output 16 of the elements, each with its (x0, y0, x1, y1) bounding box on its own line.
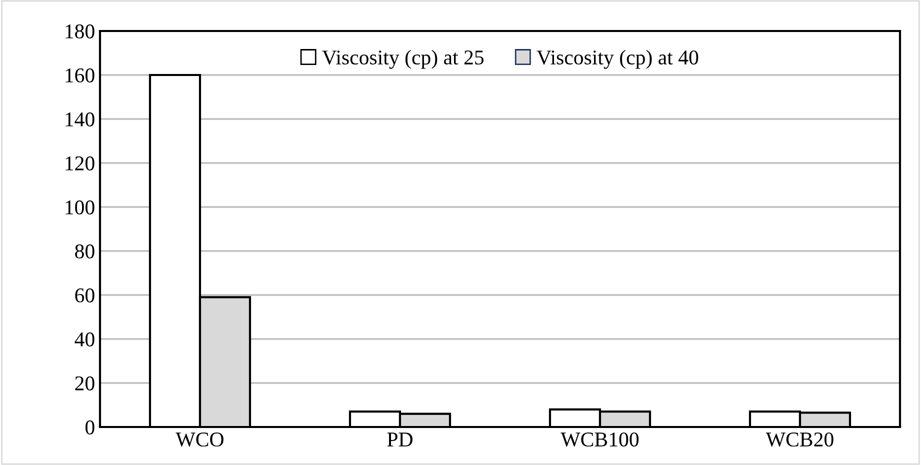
x-tick-label: WCO (176, 432, 224, 447)
y-tick-label: 180 (66, 24, 94, 38)
x-tick-label: WCB100 (560, 432, 639, 447)
y-tick-label: 160 (66, 68, 94, 82)
legend-label: Viscosity (cp) at 40 (536, 50, 698, 69)
y-tick-label: 120 (66, 156, 94, 170)
legend-label: Viscosity (cp) at 25 (322, 50, 484, 69)
x-tick-label: PD (387, 432, 412, 446)
y-tick-label: 60 (75, 288, 94, 302)
y-tick-label: 40 (74, 332, 94, 346)
y-tick-label: 140 (66, 112, 94, 126)
y-tick-label: 0 (86, 420, 94, 434)
x-tick-label: WCB20 (766, 432, 834, 447)
y-tick-label: 20 (75, 376, 94, 390)
y-tick-label: 80 (75, 244, 94, 258)
y-tick-label: 100 (66, 200, 94, 214)
